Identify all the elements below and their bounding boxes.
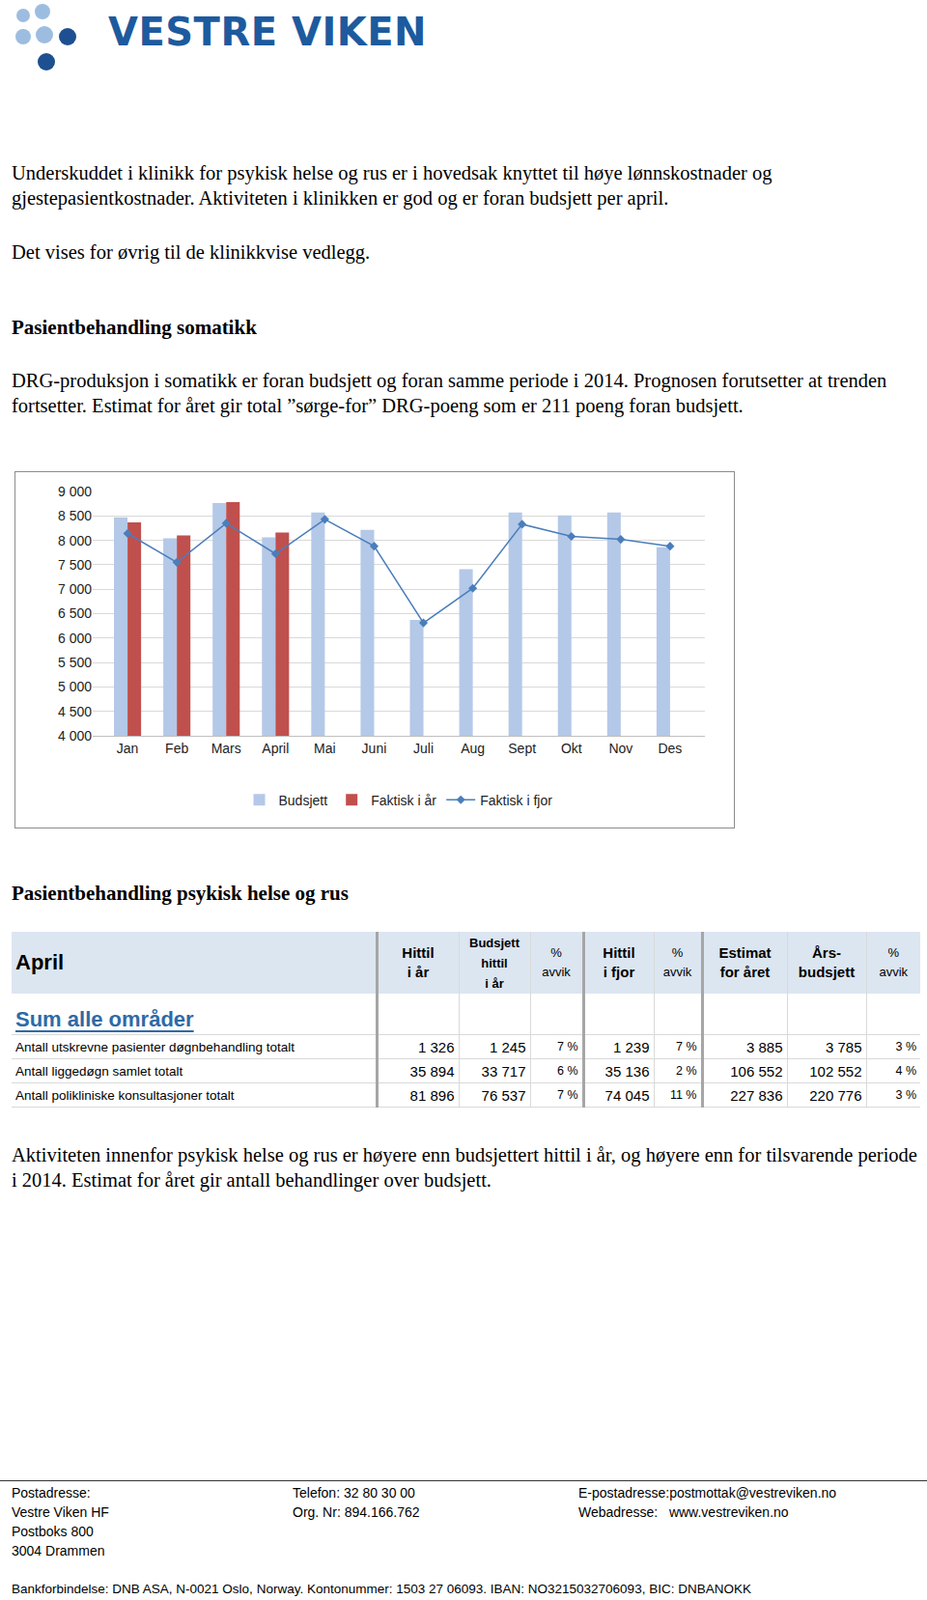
html-text:VESTRE VIKEN: VESTRE VIKEN	[108, 9, 427, 55]
html-text:Budsjett: Budsjett	[469, 935, 520, 950]
html-text:Antall liggedøgn samlet totalt: Antall liggedøgn samlet totalt	[15, 1063, 183, 1079]
html-text:11 %: 11 %	[670, 1088, 697, 1102]
svg-text:Nov: Nov	[608, 740, 633, 757]
html-text:76 537: 76 537	[481, 1086, 526, 1104]
svg-text:4 500: 4 500	[57, 703, 92, 720]
html-text:Webadresse: www.vestreviken.no: Webadresse: www.vestreviken.no	[578, 1504, 789, 1520]
html-text:1 239: 1 239	[613, 1038, 650, 1055]
html-text:35 894: 35 894	[410, 1062, 455, 1080]
html-text:budsjett: budsjett	[798, 963, 855, 981]
html-text:106 552: 106 552	[730, 1062, 783, 1080]
svg-text:8 500: 8 500	[57, 507, 92, 524]
html-text:6 %: 6 %	[557, 1064, 578, 1078]
html-text:Org. Nr: 894.166.762: Org. Nr: 894.166.762	[292, 1504, 420, 1520]
svg-text:7 000: 7 000	[57, 581, 92, 597]
svg-text:Juni: Juni	[362, 740, 388, 757]
html-text:Underskuddet i klinikk for psy: Underskuddet i klinikk for psykisk helse…	[11, 162, 772, 209]
svg-text:Budsjett: Budsjett	[279, 792, 329, 809]
html-text:4 %: 4 %	[895, 1064, 917, 1078]
html-text:DRG-produksjon i somatikk er f: DRG-produksjon i somatikk er foran budsj…	[11, 369, 887, 417]
html-text:33 717: 33 717	[481, 1062, 526, 1080]
html-text:Pasientbehandling psykisk hels: Pasientbehandling psykisk helse og rus	[11, 881, 349, 905]
html-text:i år: i år	[484, 975, 504, 991]
html-text:Hittil: Hittil	[602, 944, 636, 961]
svg-text:Mars: Mars	[211, 740, 242, 757]
html-text:April: April	[15, 950, 64, 975]
html-text:81 896: 81 896	[410, 1086, 455, 1104]
html-text:1 326: 1 326	[418, 1038, 455, 1055]
svg-text:7 500: 7 500	[57, 557, 92, 573]
html-text:220 776: 220 776	[809, 1086, 862, 1104]
html-text:227 836: 227 836	[730, 1086, 783, 1104]
svg-text:Feb: Feb	[165, 740, 189, 757]
html-text:Pasientbehandling somatikk: Pasientbehandling somatikk	[11, 315, 257, 339]
html-text:7 %: 7 %	[675, 1039, 697, 1054]
html-text:Aktiviteten innenfor psykisk h: Aktiviteten innenfor psykisk helse og ru…	[11, 1144, 918, 1191]
html-text:hittil: hittil	[481, 955, 508, 970]
html-text:35 136: 35 136	[605, 1062, 650, 1080]
html-text:1 245: 1 245	[489, 1038, 526, 1055]
html-text:for året: for året	[720, 963, 770, 981]
html-text:Telefon: 32 80 30 00: Telefon: 32 80 30 00	[292, 1485, 416, 1501]
html-text:E-postadresse:postmottak@vestr: E-postadresse:postmottak@vestreviken.no	[578, 1485, 837, 1501]
html-text:7 %: 7 %	[557, 1088, 578, 1102]
svg-text:Des: Des	[657, 740, 682, 757]
html-text:Hittil: Hittil	[401, 944, 435, 961]
html-text:2 %: 2 %	[675, 1064, 697, 1078]
svg-text:Faktisk i år: Faktisk i år	[370, 792, 437, 809]
svg-text:April: April	[261, 740, 289, 757]
html-text:3 785: 3 785	[825, 1038, 862, 1055]
svg-text:9 000: 9 000	[57, 483, 92, 500]
svg-text:Aug: Aug	[460, 740, 485, 757]
html-text:avvik: avvik	[541, 964, 571, 980]
svg-text:Sept: Sept	[507, 740, 536, 757]
html-text:3004 Drammen: 3004 Drammen	[11, 1543, 105, 1559]
html-text:avvik: avvik	[879, 964, 908, 980]
svg-text:5 500: 5 500	[57, 654, 92, 671]
html-text:74 045: 74 045	[605, 1086, 650, 1104]
svg-text:Okt: Okt	[561, 740, 583, 757]
html-text:i fjor: i fjor	[603, 963, 635, 981]
html-text:Vestre Viken HF: Vestre Viken HF	[11, 1504, 110, 1520]
html-text:Postadresse:: Postadresse:	[11, 1485, 91, 1501]
html-text:Års-: Års-	[812, 944, 842, 961]
html-text:i år: i år	[407, 963, 430, 981]
html-text:3 %: 3 %	[895, 1039, 917, 1054]
html-text:avvik: avvik	[663, 964, 692, 980]
html-text:Antall polikliniske konsultasj: Antall polikliniske konsultasjoner total…	[15, 1087, 235, 1103]
html-text:Sum alle områder: Sum alle områder	[15, 1007, 194, 1032]
svg-text:8 000: 8 000	[57, 533, 92, 549]
html-text:7 %: 7 %	[557, 1039, 578, 1054]
html-text:Estimat: Estimat	[718, 944, 772, 961]
html-text:3 885: 3 885	[746, 1038, 783, 1055]
svg-text:Jan: Jan	[116, 740, 140, 757]
html-text:Antall utskrevne pasienter døg: Antall utskrevne pasienter døgnbehandlin…	[15, 1039, 295, 1054]
html-text:102 552: 102 552	[809, 1062, 862, 1080]
svg-text:6 000: 6 000	[57, 630, 92, 647]
html-text:Det vises for øvrig til de kli: Det vises for øvrig til de klinikkvise v…	[11, 241, 371, 263]
svg-text:Mai: Mai	[313, 740, 337, 757]
html-text:Bankforbindelse: DNB ASA, N-00: Bankforbindelse: DNB ASA, N-0021 Oslo, N…	[11, 1581, 752, 1597]
svg-text:6 500: 6 500	[57, 605, 92, 621]
svg-text:Faktisk i fjor: Faktisk i fjor	[479, 792, 553, 809]
svg-text:5 000: 5 000	[57, 678, 92, 695]
svg-text:Juli: Juli	[413, 740, 434, 757]
html-text:3 %: 3 %	[895, 1088, 917, 1102]
svg-text:4 000: 4 000	[57, 728, 92, 744]
html-text:Postboks 800: Postboks 800	[11, 1523, 94, 1540]
